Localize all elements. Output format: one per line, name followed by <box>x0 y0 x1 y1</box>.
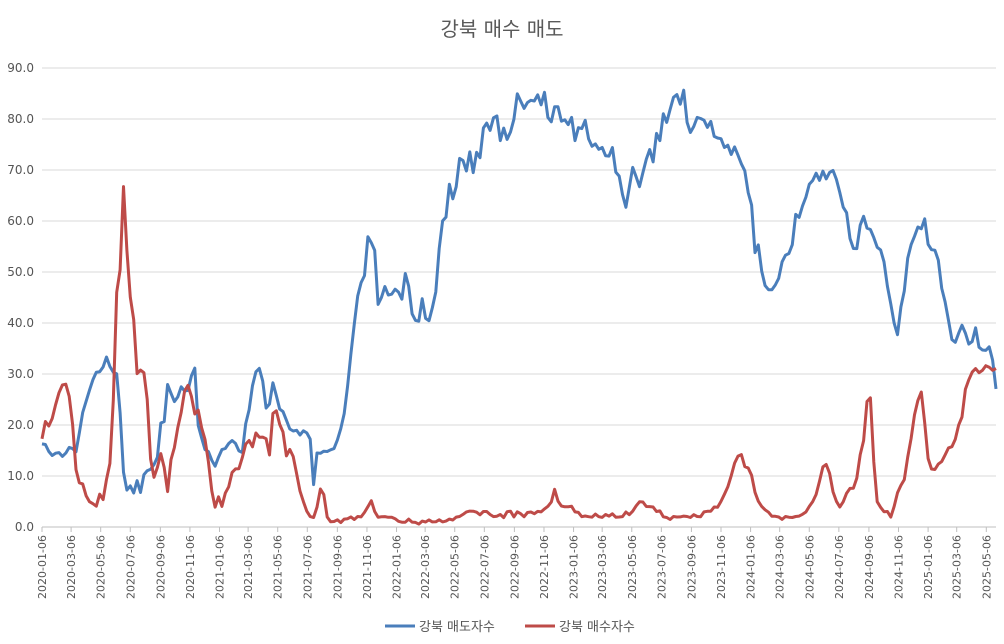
x-tick-label: 2023-11-06 <box>715 535 728 599</box>
x-tick-label: 2023-05-06 <box>626 535 639 599</box>
y-tick-label: 60.0 <box>7 214 34 228</box>
x-tick-label: 2025-03-06 <box>951 535 964 599</box>
series-lines <box>40 88 998 526</box>
gridlines <box>42 67 996 528</box>
x-tick-label: 2021-03-06 <box>242 535 255 599</box>
x-tick-label: 2022-09-06 <box>508 535 521 599</box>
x-tick-label: 2024-07-06 <box>833 535 846 599</box>
x-tick-label: 2022-03-06 <box>419 535 432 599</box>
x-tick-label: 2020-03-06 <box>65 535 78 599</box>
x-tick-label: 2024-09-06 <box>863 535 876 599</box>
x-tick-label: 2023-07-06 <box>655 535 668 599</box>
y-tick-label: 70.0 <box>7 163 34 177</box>
legend-label-1: 강북 매도자수 <box>419 620 495 635</box>
x-tick-label: 2024-03-06 <box>774 535 787 599</box>
x-tick-label: 2021-11-06 <box>361 535 374 599</box>
y-tick-label: 10.0 <box>7 469 34 483</box>
y-tick-label: 50.0 <box>7 265 34 279</box>
y-tick-label: 20.0 <box>7 418 34 432</box>
legend-label-2: 강북 매수자수 <box>559 620 635 635</box>
x-tick-label: 2021-01-06 <box>214 535 227 599</box>
x-tick-label: 2025-05-06 <box>980 535 993 599</box>
x-tick-label: 2024-05-06 <box>803 535 816 599</box>
series-line-1 <box>41 88 998 495</box>
x-tick-label: 2023-01-06 <box>568 535 581 599</box>
x-tick-label: 2020-09-06 <box>154 535 167 599</box>
x-tick-label: 2024-11-06 <box>893 535 906 599</box>
x-axis-ticks: 2020-01-06 2020-03-06 2020-05-06 2020-07-06… <box>36 527 993 599</box>
x-tick-label: 2025-01-06 <box>922 535 935 599</box>
chart-title: 강북 매수 매도 <box>440 17 563 41</box>
x-tick-label: 2023-03-06 <box>596 535 609 599</box>
x-tick-label: 2022-11-06 <box>538 535 551 599</box>
y-axis-ticks: 0.0 10.0 20.0 30.0 40.0 50.0 60.0 70.0 80.0 90.0 <box>7 61 34 534</box>
legend: 강북 매도자수 강북 매수자수 <box>385 620 635 635</box>
y-tick-label: 40.0 <box>7 316 34 330</box>
x-tick-label: 2020-05-06 <box>95 535 108 599</box>
x-tick-label: 2021-09-06 <box>331 535 344 599</box>
x-tick-label: 2022-07-06 <box>478 535 491 599</box>
series-line-2 <box>40 185 997 526</box>
x-tick-label: 2022-01-06 <box>391 535 404 599</box>
x-tick-label: 2024-01-06 <box>745 535 758 599</box>
x-tick-label: 2020-01-06 <box>36 535 49 599</box>
x-tick-label: 2021-07-06 <box>301 535 314 599</box>
y-tick-label: 80.0 <box>7 112 34 126</box>
x-tick-label: 2020-07-06 <box>124 535 137 599</box>
y-tick-label: 30.0 <box>7 367 34 381</box>
y-tick-label: 0.0 <box>15 520 34 534</box>
x-tick-label: 2023-09-06 <box>685 535 698 599</box>
x-tick-label: 2021-05-06 <box>272 535 285 599</box>
x-tick-label: 2022-05-06 <box>449 535 462 599</box>
x-tick-label: 2020-11-06 <box>184 535 197 599</box>
y-tick-label: 90.0 <box>7 61 34 75</box>
